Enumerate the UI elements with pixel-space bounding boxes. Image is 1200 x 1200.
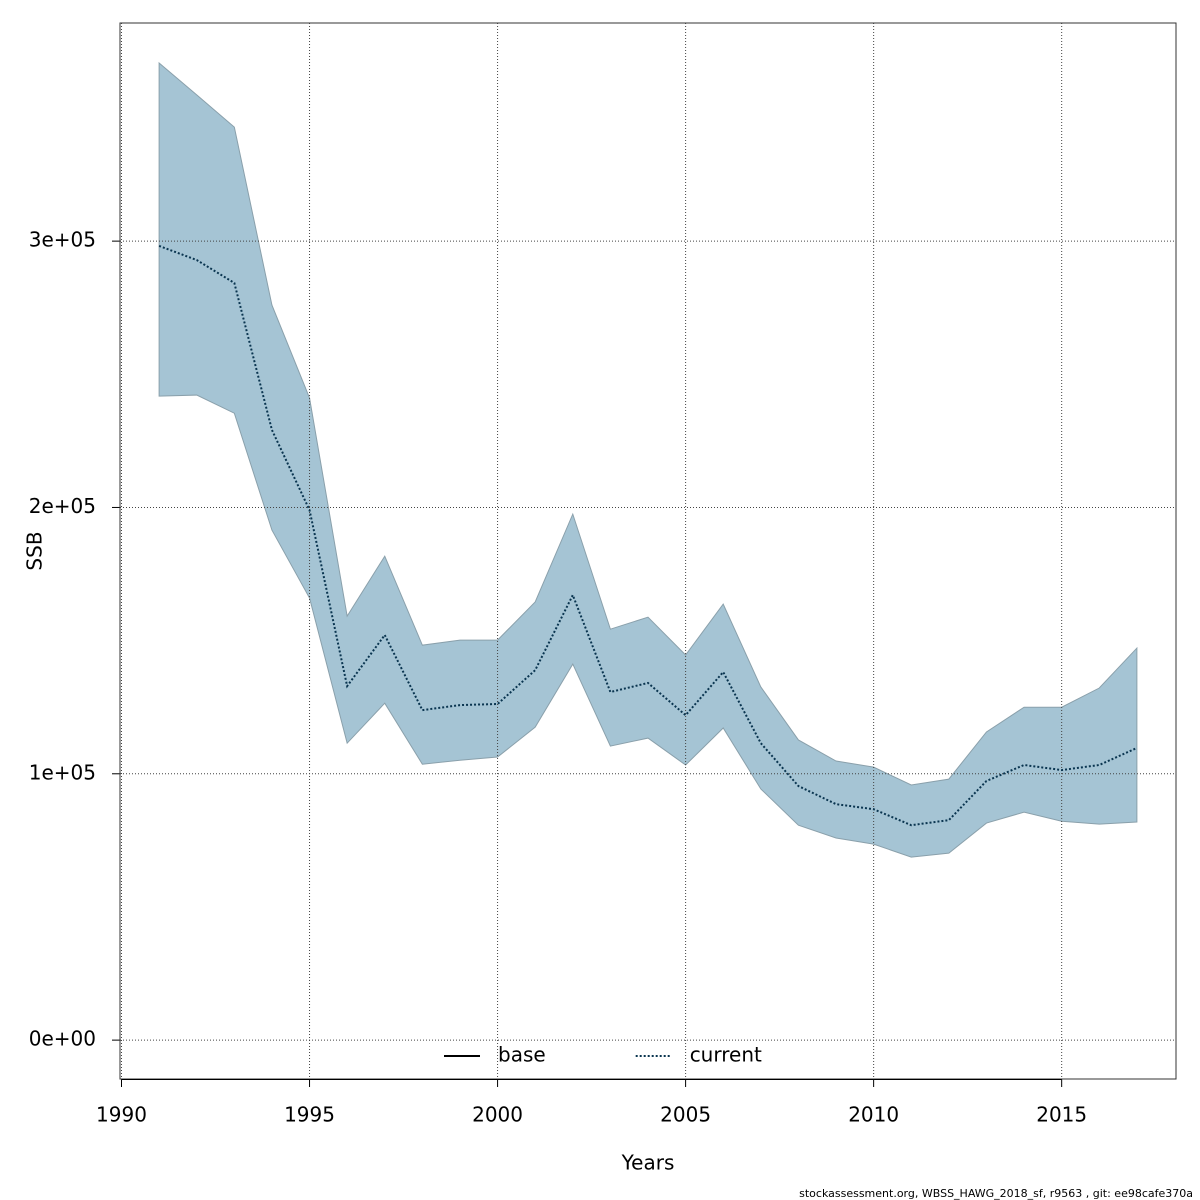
plot-frame bbox=[119, 22, 1177, 1080]
series-line bbox=[158, 244, 1138, 827]
footer: stockassessment.org, WBSS_HAWG_2018_sf, … bbox=[799, 1187, 1193, 1200]
y-tick-label: 2e+05 bbox=[29, 494, 96, 518]
legend-label: base bbox=[498, 1043, 546, 1067]
y-tick-label: 3e+05 bbox=[29, 228, 96, 252]
x-tick-label: 2000 bbox=[472, 1103, 523, 1127]
y-tick-label: 1e+05 bbox=[29, 760, 96, 784]
x-tick-label: 2010 bbox=[848, 1103, 899, 1127]
x-tick-label: 2015 bbox=[1036, 1103, 1087, 1127]
y-tick-label: 0e+00 bbox=[29, 1027, 96, 1051]
legend-label: current bbox=[690, 1043, 762, 1067]
x-axis-label: Years bbox=[621, 1151, 675, 1175]
x-tick-label: 1995 bbox=[284, 1103, 335, 1127]
y-axis-label: SSB bbox=[23, 531, 47, 570]
x-tick-label: 1990 bbox=[96, 1103, 147, 1127]
confidence-band bbox=[158, 61, 1138, 858]
x-tick-label: 2005 bbox=[660, 1103, 711, 1127]
